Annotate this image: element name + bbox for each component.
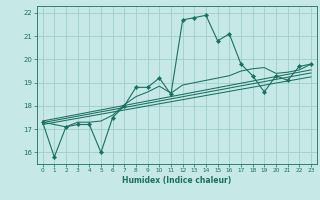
X-axis label: Humidex (Indice chaleur): Humidex (Indice chaleur) [122,176,231,185]
